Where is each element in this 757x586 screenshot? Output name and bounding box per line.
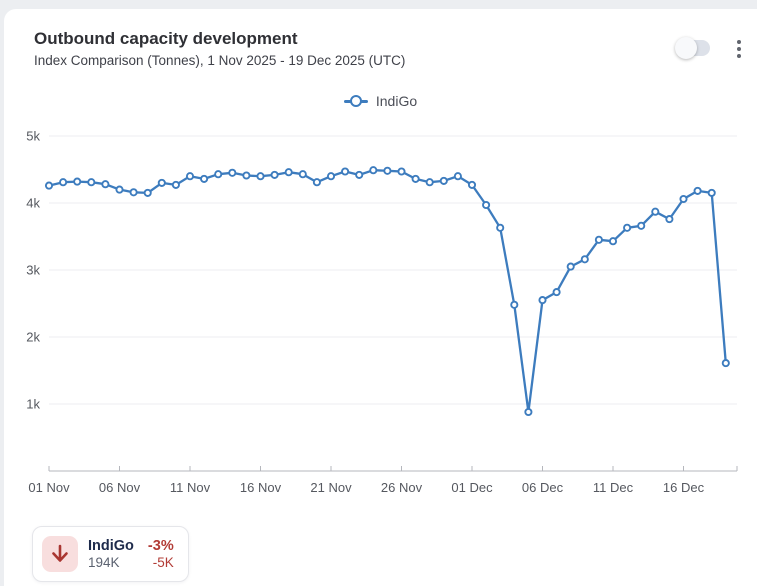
- svg-text:16 Nov: 16 Nov: [240, 480, 282, 495]
- svg-text:2k: 2k: [26, 330, 40, 345]
- svg-text:5k: 5k: [26, 129, 40, 144]
- svg-text:21 Nov: 21 Nov: [310, 480, 352, 495]
- legend-marker-icon: [343, 95, 368, 107]
- summary-card-indigo[interactable]: IndiGo -3% 194K -5K: [32, 526, 189, 582]
- summary-pct-change: -3%: [147, 538, 174, 554]
- capacity-line-chart[interactable]: 1k 2k 3k 4k 5k 01 Nov 06 Nov 11 Nov 16 Nov 21 Nov…: [4, 119, 757, 504]
- svg-text:06 Dec: 06 Dec: [522, 480, 564, 495]
- summary-total: 194K: [88, 555, 120, 570]
- toggle-switch[interactable]: [675, 37, 711, 59]
- svg-text:01 Dec: 01 Dec: [451, 480, 493, 495]
- toggle-knob: [675, 37, 697, 59]
- svg-text:01 Nov: 01 Nov: [28, 480, 70, 495]
- svg-text:11 Nov: 11 Nov: [170, 480, 211, 495]
- kebab-menu-icon: [737, 40, 741, 44]
- svg-text:1k: 1k: [26, 397, 40, 412]
- chart-canvas[interactable]: 1k 2k 3k 4k 5k 01 Nov 06 Nov 11 Nov 16 Nov 21 Nov…: [4, 119, 757, 504]
- legend-item-indigo[interactable]: IndiGo: [4, 93, 757, 109]
- page-title: Outbound capacity development: [34, 29, 298, 48]
- svg-text:3k: 3k: [26, 263, 40, 278]
- legend-label: IndiGo: [375, 93, 418, 109]
- chart-panel: Outbound capacity development Index Comp…: [4, 9, 757, 586]
- svg-text:26 Nov: 26 Nov: [381, 480, 423, 495]
- page-subtitle: Index Comparison (Tonnes), 1 Nov 2025 - …: [34, 53, 406, 68]
- summary-abs-change: -5K: [152, 555, 174, 570]
- kebab-menu-button[interactable]: [732, 36, 746, 62]
- svg-text:11 Dec: 11 Dec: [593, 480, 634, 495]
- svg-text:4k: 4k: [26, 196, 40, 211]
- summary-airline: IndiGo: [88, 538, 134, 554]
- trend-icon-badge: [42, 536, 78, 572]
- summary-text: IndiGo -3% 194K -5K: [88, 538, 174, 570]
- svg-text:06 Nov: 06 Nov: [99, 480, 141, 495]
- kebab-menu-icon: [737, 54, 741, 58]
- down-arrow-icon: [52, 544, 68, 562]
- kebab-menu-icon: [737, 47, 741, 51]
- svg-text:16 Dec: 16 Dec: [663, 480, 705, 495]
